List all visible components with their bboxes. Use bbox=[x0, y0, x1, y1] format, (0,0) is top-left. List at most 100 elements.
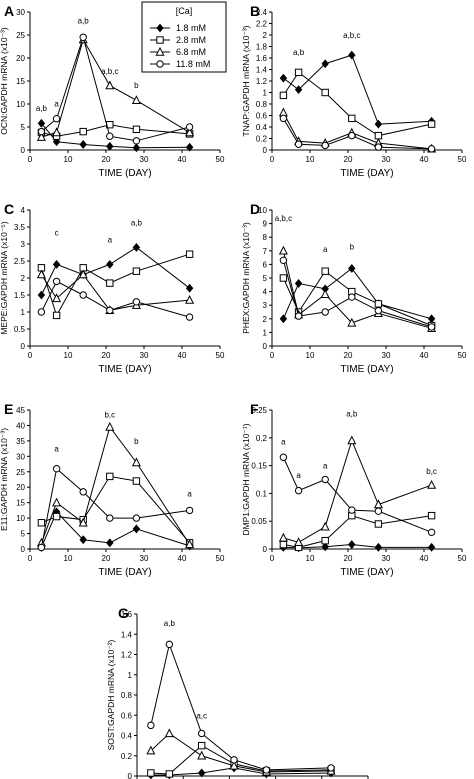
significance-label: a,c bbox=[196, 711, 207, 720]
x-tick-label: 50 bbox=[458, 155, 467, 164]
series-line bbox=[41, 124, 190, 137]
data-point bbox=[185, 250, 194, 258]
data-point bbox=[279, 256, 288, 265]
legend-box bbox=[141, 1, 227, 73]
y-axis-label: MEPE:GAPDH mRNA (x10⁻⁵) bbox=[0, 221, 9, 335]
panel-letter: B bbox=[250, 3, 260, 19]
x-tick-label: 30 bbox=[382, 554, 391, 563]
y-tick-label: 3 bbox=[21, 240, 26, 249]
x-tick-label: 0 bbox=[270, 351, 275, 360]
significance-label: a bbox=[54, 99, 59, 108]
data-point bbox=[106, 132, 114, 140]
data-point bbox=[327, 764, 335, 772]
data-point bbox=[106, 514, 114, 522]
significance-label: a,b,c bbox=[275, 214, 292, 223]
x-tick-label: 40 bbox=[420, 351, 429, 360]
panel-letter: E bbox=[4, 401, 13, 417]
data-point bbox=[294, 85, 303, 95]
y-tick-label: 0 bbox=[128, 772, 133, 779]
x-tick-label: 50 bbox=[216, 155, 225, 164]
significance-label: a,b,c bbox=[343, 31, 360, 40]
data-point bbox=[132, 477, 141, 485]
data-point bbox=[165, 640, 174, 649]
y-tick-label: 2 bbox=[263, 31, 268, 40]
y-tick-label: 3.5 bbox=[14, 223, 26, 232]
x-tick-label: 40 bbox=[420, 155, 429, 164]
x-tick-label: 30 bbox=[382, 155, 391, 164]
x-tick-label: 10 bbox=[64, 351, 73, 360]
series-line bbox=[283, 439, 432, 543]
x-tick-label: 40 bbox=[420, 554, 429, 563]
data-point bbox=[321, 308, 329, 316]
data-point bbox=[131, 457, 141, 467]
data-point bbox=[294, 486, 303, 495]
data-point bbox=[348, 264, 356, 273]
significance-label: b bbox=[134, 81, 139, 90]
data-point bbox=[374, 143, 383, 151]
data-point bbox=[427, 323, 436, 331]
data-point bbox=[374, 520, 383, 528]
x-tick-label: 50 bbox=[458, 554, 467, 563]
y-tick-label: 0.05 bbox=[251, 517, 267, 526]
data-point bbox=[132, 524, 141, 534]
data-point bbox=[320, 289, 330, 299]
data-point bbox=[294, 312, 303, 320]
significance-label: b bbox=[350, 242, 355, 251]
series-line bbox=[282, 267, 432, 320]
y-tick-label: 5 bbox=[21, 123, 26, 132]
y-tick-label: 30 bbox=[16, 452, 25, 461]
data-point bbox=[230, 756, 238, 764]
series-line bbox=[150, 745, 332, 775]
x-tick-label: 0 bbox=[28, 554, 33, 563]
y-tick-label: 9 bbox=[263, 220, 268, 229]
data-point bbox=[147, 769, 155, 777]
y-tick-label: 0.4 bbox=[256, 123, 268, 132]
data-point bbox=[262, 766, 271, 774]
y-tick-label: 45 bbox=[16, 406, 25, 415]
panel-letter: G bbox=[118, 605, 129, 621]
y-tick-label: 1.8 bbox=[256, 43, 268, 52]
data-point bbox=[37, 308, 46, 316]
data-point bbox=[52, 259, 61, 269]
x-tick-label: 10 bbox=[306, 351, 315, 360]
y-tick-label: 8 bbox=[263, 233, 268, 242]
significance-label: a,b bbox=[36, 104, 48, 113]
y-tick-label: 1.6 bbox=[121, 610, 133, 619]
series-line bbox=[150, 642, 332, 771]
panel-d: D 0 10 20 30 40 50 0 1 2 3 4 5 6 7 8 9 10 TIME (DAY) PHEX:G… bbox=[241, 201, 467, 375]
x-tick-label: 50 bbox=[458, 351, 467, 360]
y-tick-label: 2 bbox=[263, 315, 268, 324]
significance-label: a bbox=[323, 245, 328, 254]
data-point bbox=[146, 745, 156, 755]
data-point bbox=[279, 114, 288, 123]
y-tick-label: 0.6 bbox=[256, 112, 268, 121]
series-line bbox=[283, 544, 432, 549]
data-point bbox=[132, 242, 141, 252]
data-point bbox=[79, 33, 87, 41]
data-point bbox=[279, 540, 288, 549]
significance-label: a,b bbox=[78, 17, 90, 26]
x-axis-label: TIME (DAY) bbox=[98, 567, 151, 578]
data-point bbox=[185, 142, 194, 152]
y-axis-label: DMP1:GAPDH mRNA (x10⁻¹) bbox=[241, 423, 251, 535]
series-line bbox=[282, 118, 432, 150]
y-tick-label: 1.2 bbox=[256, 77, 268, 86]
y-tick-label: 40 bbox=[16, 421, 25, 430]
y-axis-label: TNAP:GAPDH mRNA (x10⁻³) bbox=[241, 25, 251, 136]
data-point bbox=[52, 311, 61, 320]
legend-title: [Ca] bbox=[176, 6, 193, 16]
x-tick-label: 20 bbox=[102, 554, 111, 563]
data-point bbox=[79, 140, 87, 149]
data-point bbox=[105, 80, 115, 90]
x-tick-label: 0 bbox=[270, 155, 275, 164]
data-point bbox=[321, 536, 329, 545]
x-tick-label: 30 bbox=[140, 351, 149, 360]
data-point bbox=[52, 115, 61, 123]
x-tick-label: 50 bbox=[216, 554, 225, 563]
data-point bbox=[132, 143, 141, 153]
data-point bbox=[427, 528, 436, 537]
panel-a: A 0 10 20 30 40 50 0 5 10 15 20 25 30 TIME (DAY) OCN:GA… bbox=[0, 3, 225, 179]
data-point bbox=[347, 435, 357, 445]
significance-label: a bbox=[281, 437, 286, 446]
legend-marker bbox=[156, 36, 164, 44]
